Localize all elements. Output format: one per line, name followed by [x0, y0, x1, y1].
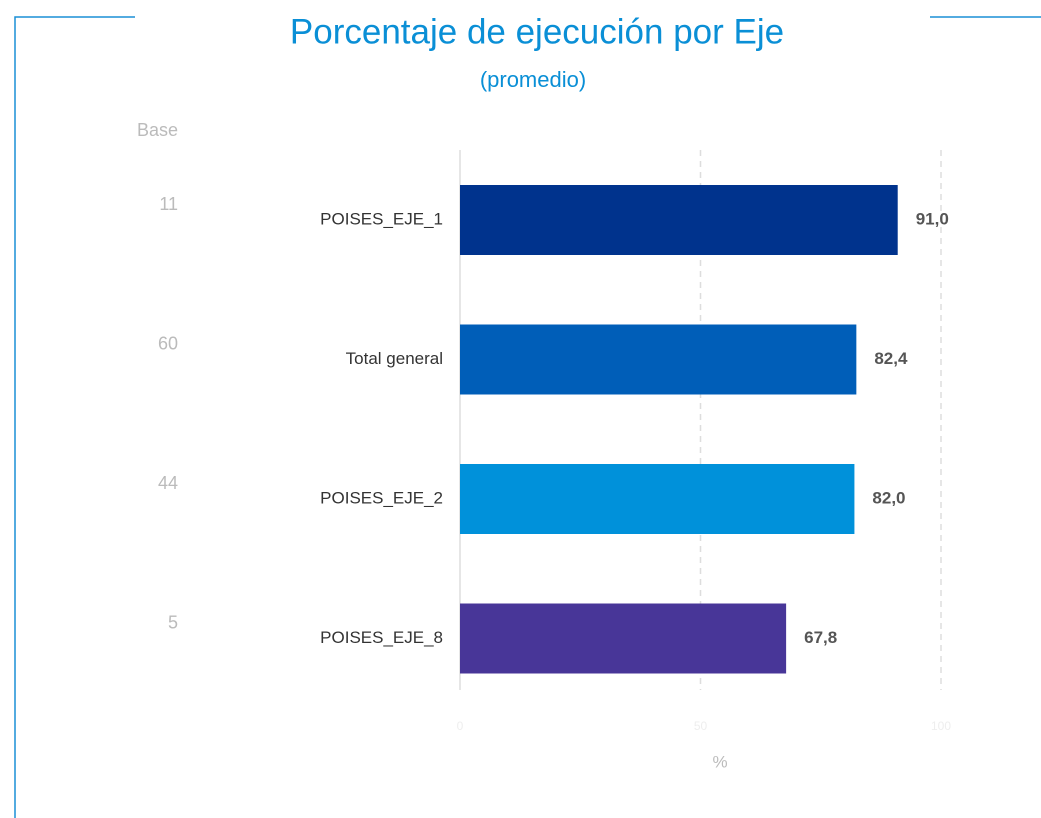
bar: [460, 324, 857, 395]
frame: [14, 16, 1041, 818]
x-tick-label: 0: [457, 719, 464, 733]
y-tick-label: Total general: [346, 349, 443, 368]
bar: [460, 185, 898, 255]
base-label: 44: [158, 473, 178, 493]
value-label: 82,4: [874, 349, 908, 368]
x-tick-label: 50: [694, 719, 708, 733]
bar: [460, 464, 855, 534]
x-tick-label: 100: [931, 719, 951, 733]
y-tick-label: POISES_EJE_8: [320, 628, 443, 647]
base-label: 11: [159, 194, 178, 214]
value-label: 91,0: [916, 209, 949, 228]
x-axis-label: %: [712, 752, 727, 771]
value-label: 67,8: [804, 628, 837, 647]
frame-left: [14, 16, 135, 818]
base-label: 60: [158, 333, 178, 353]
base-header: Base: [137, 120, 178, 140]
chart-subtitle: (promedio): [480, 67, 586, 92]
y-tick-label: POISES_EJE_1: [320, 209, 443, 228]
y-tick-label: POISES_EJE_2: [320, 488, 443, 507]
bar: [460, 603, 787, 674]
base-label: 5: [168, 612, 178, 632]
value-label: 82,0: [872, 488, 905, 507]
chart-title: Porcentaje de ejecución por Eje: [290, 12, 784, 51]
